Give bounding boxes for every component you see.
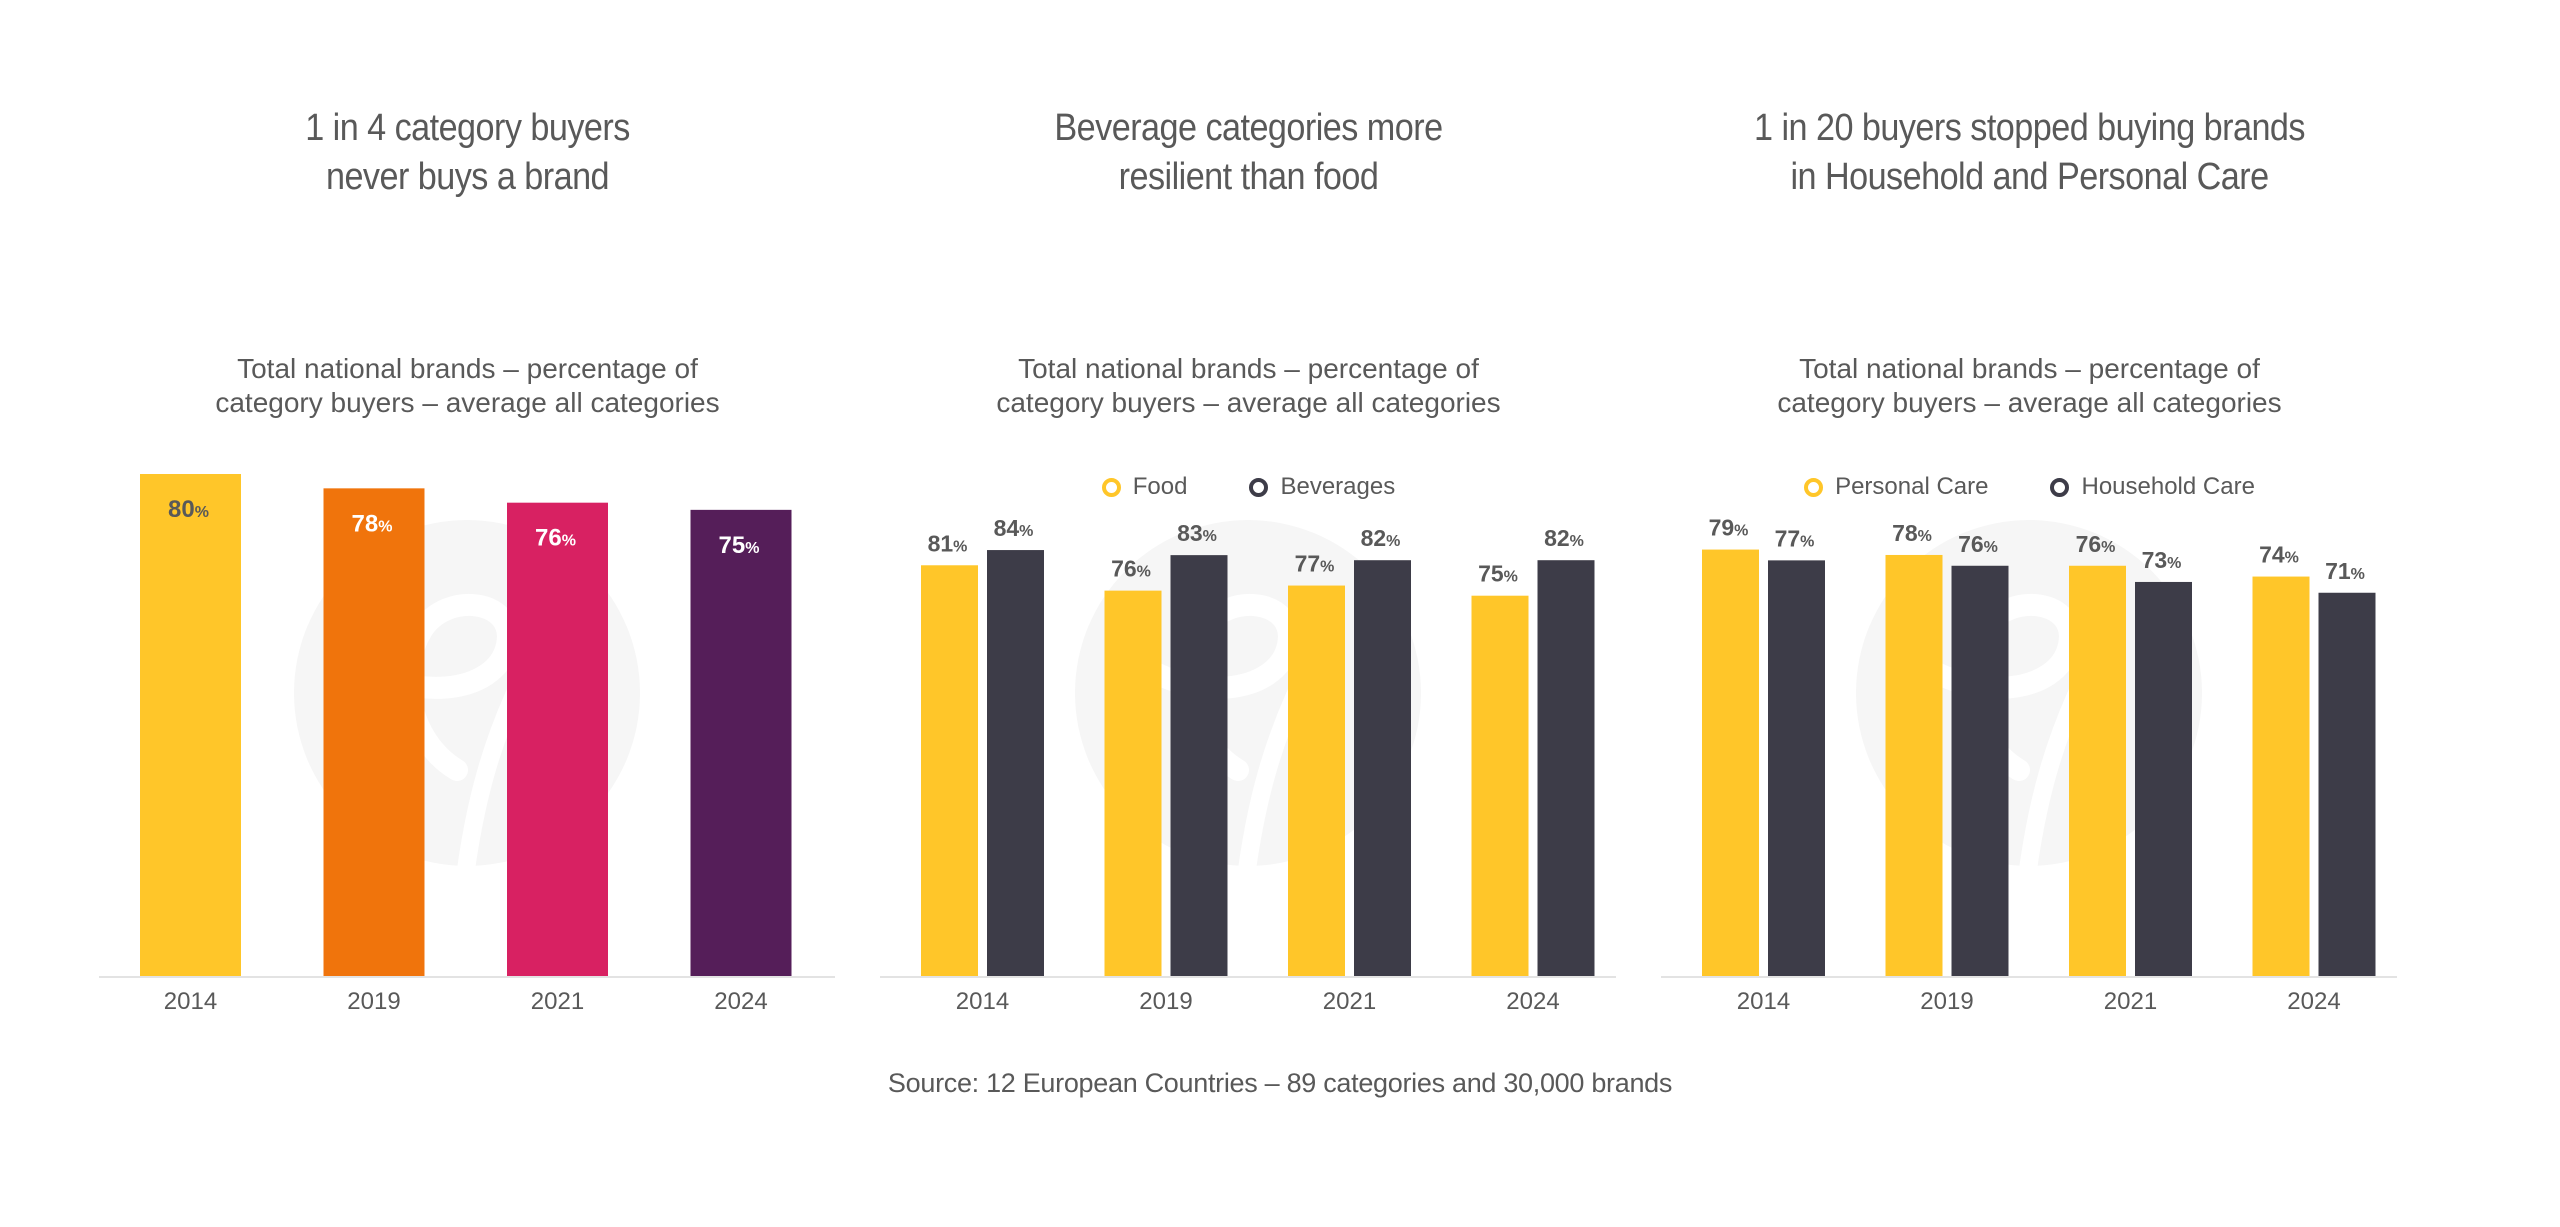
x-tick-label: 2014 [1737,988,1790,1015]
data-label: 77% [1295,551,1335,577]
x-tick-label: 2021 [2104,988,2157,1015]
chart-subtitle-line: category buyers – average all categories [996,387,1501,418]
bar-household-care-2019 [1951,565,2009,976]
data-label: 75% [1478,561,1518,587]
bar-2021 [507,502,608,976]
chart-legend: Personal Care Household Care [1639,473,2420,501]
bar-household-care-2014 [1768,560,1825,976]
bar-2024 [690,509,792,976]
x-tick-label: 2019 [347,988,400,1015]
x-tick-label: 2014 [956,988,1009,1015]
bar-beverages-2024 [1537,560,1595,976]
x-tick-label: 2019 [1920,988,1973,1015]
data-label: 79% [1709,515,1749,541]
panel-title-line: in Household and Personal Care [1790,156,2269,198]
data-label: 76% [1111,556,1151,582]
legend-item-beverages: Beverages [1249,473,1395,501]
chart-subtitle: Total national brands – percentage of ca… [77,352,858,420]
bar-food-2014 [921,565,978,976]
bar-personal-care-2024 [2252,576,2310,976]
legend-marker-icon [1249,477,1269,497]
bar-personal-care-2021 [2069,565,2126,976]
bar-household-care-2021 [2135,581,2192,976]
data-label: 71% [2325,558,2365,584]
x-tick-label: 2019 [1139,988,1192,1015]
bar-2014 [140,474,241,976]
data-label: 80% [168,496,209,523]
chart-subtitle-line: Total national brands – percentage of [1799,353,2260,384]
legend-label: Food [1132,473,1188,500]
data-label: 81% [928,530,968,556]
data-label: 82% [1544,525,1584,551]
data-label: 78% [352,510,393,537]
bar-personal-care-2019 [1885,554,1943,976]
bar-food-2019 [1104,590,1162,976]
legend-item-household-care: Household Care [2050,473,2255,501]
data-label: 78% [1892,520,1932,546]
chart-subtitle: Total national brands – percentage of ca… [1639,352,2420,420]
bar-food-2024 [1471,595,1529,976]
chart-legend: Food Beverages [858,473,1639,501]
x-tick-label: 2021 [1323,988,1376,1015]
bar-chart-personal-household: 79% 77% 2014 78% 76% 2019 76% 73% 2021 74% 71% 2024 [1661,515,2397,1015]
legend-label: Household Care [2081,473,2255,500]
bar-household-care-2024 [2318,592,2376,976]
bar-chart-food-beverages: 81% 84% 2014 76% 83% 2019 77% 82% 2021 75% 82% 2024 [880,515,1616,1015]
legend-item-food: Food [1101,473,1188,501]
panel-brand-share: 1 in 4 category buyers never buys a bran… [77,0,858,1227]
x-tick-label: 2024 [2287,988,2340,1015]
data-label: 74% [2259,542,2299,568]
chart-subtitle-line: Total national brands – percentage of [237,353,698,384]
data-label: 76% [535,525,576,552]
x-tick-label: 2024 [714,988,767,1015]
bar-beverages-2014 [987,550,1044,976]
panel-title: 1 in 4 category buyers never buys a bran… [116,104,819,202]
x-tick-label: 2014 [164,988,217,1015]
legend-marker-icon [2050,477,2070,497]
bar-2019 [323,488,425,976]
data-label: 73% [2142,547,2182,573]
panel-title-line: never buys a brand [325,156,610,198]
x-tick-label: 2021 [531,988,584,1015]
bar-beverages-2019 [1170,555,1228,976]
data-label: 76% [2076,531,2116,557]
bar-food-2021 [1288,585,1345,976]
data-label: 82% [1361,525,1401,551]
panel-title: Beverage categories more resilient than … [897,104,1600,202]
panel-title-line: 1 in 20 buyers stopped buying brands [1754,107,2306,149]
data-label: 75% [719,532,760,559]
panel-personal-household-care: 1 in 20 buyers stopped buying brands in … [1639,0,2420,1227]
bar-chart-total: 80% 2014 78% 2019 76% 2021 75% 2024 [99,474,835,1015]
panel-title: 1 in 20 buyers stopped buying brands in … [1678,104,2381,202]
data-label: 83% [1177,520,1217,546]
legend-marker-icon [1101,477,1121,497]
legend-label: Beverages [1280,473,1396,500]
bar-personal-care-2014 [1702,549,1759,976]
legend-label: Personal Care [1835,473,1989,500]
chart-subtitle-line: Total national brands – percentage of [1018,353,1479,384]
legend-item-personal-care: Personal Care [1804,473,1988,501]
data-label: 84% [994,515,1034,541]
source-note: Source: 12 European Countries – 89 categ… [887,1068,1673,1098]
chart-subtitle-line: category buyers – average all categories [215,387,720,418]
panel-title-line: 1 in 4 category buyers [305,107,630,149]
panel-title-line: Beverage categories more [1054,107,1443,149]
chart-subtitle-line: category buyers – average all categories [1777,387,2282,418]
data-label: 76% [1958,531,1998,557]
bar-beverages-2021 [1354,560,1411,976]
panel-title-line: resilient than food [1118,156,1379,198]
chart-subtitle: Total national brands – percentage of ca… [858,352,1639,420]
x-tick-label: 2024 [1506,988,1559,1015]
panel-food-beverages: Beverage categories more resilient than … [858,0,1639,1227]
data-label: 77% [1775,525,1815,551]
legend-marker-icon [1804,477,1824,497]
